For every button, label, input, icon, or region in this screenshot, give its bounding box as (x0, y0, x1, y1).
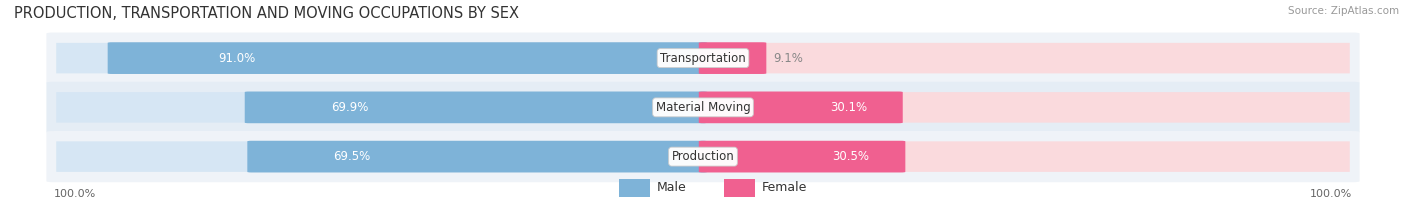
FancyBboxPatch shape (56, 141, 703, 172)
FancyBboxPatch shape (56, 92, 703, 123)
FancyBboxPatch shape (247, 141, 707, 173)
Text: 30.5%: 30.5% (832, 150, 869, 163)
FancyBboxPatch shape (245, 91, 707, 123)
Text: 9.1%: 9.1% (773, 52, 803, 65)
Text: 100.0%: 100.0% (53, 189, 96, 197)
Text: 100.0%: 100.0% (1310, 189, 1353, 197)
FancyBboxPatch shape (724, 179, 755, 197)
FancyBboxPatch shape (703, 43, 1350, 73)
Text: Female: Female (762, 181, 807, 194)
FancyBboxPatch shape (46, 131, 1360, 182)
Text: 91.0%: 91.0% (218, 52, 256, 65)
FancyBboxPatch shape (56, 43, 703, 73)
FancyBboxPatch shape (699, 141, 905, 173)
FancyBboxPatch shape (703, 141, 1350, 172)
FancyBboxPatch shape (108, 42, 707, 74)
FancyBboxPatch shape (699, 42, 766, 74)
Text: Transportation: Transportation (661, 52, 745, 65)
FancyBboxPatch shape (46, 33, 1360, 84)
Text: Source: ZipAtlas.com: Source: ZipAtlas.com (1288, 6, 1399, 16)
FancyBboxPatch shape (699, 91, 903, 123)
FancyBboxPatch shape (703, 92, 1350, 123)
Text: PRODUCTION, TRANSPORTATION AND MOVING OCCUPATIONS BY SEX: PRODUCTION, TRANSPORTATION AND MOVING OC… (14, 6, 519, 21)
FancyBboxPatch shape (619, 179, 650, 197)
Text: Male: Male (657, 181, 686, 194)
Text: Material Moving: Material Moving (655, 101, 751, 114)
Text: Production: Production (672, 150, 734, 163)
Text: 69.5%: 69.5% (333, 150, 370, 163)
Text: 69.9%: 69.9% (330, 101, 368, 114)
FancyBboxPatch shape (46, 82, 1360, 133)
Text: 30.1%: 30.1% (830, 101, 868, 114)
